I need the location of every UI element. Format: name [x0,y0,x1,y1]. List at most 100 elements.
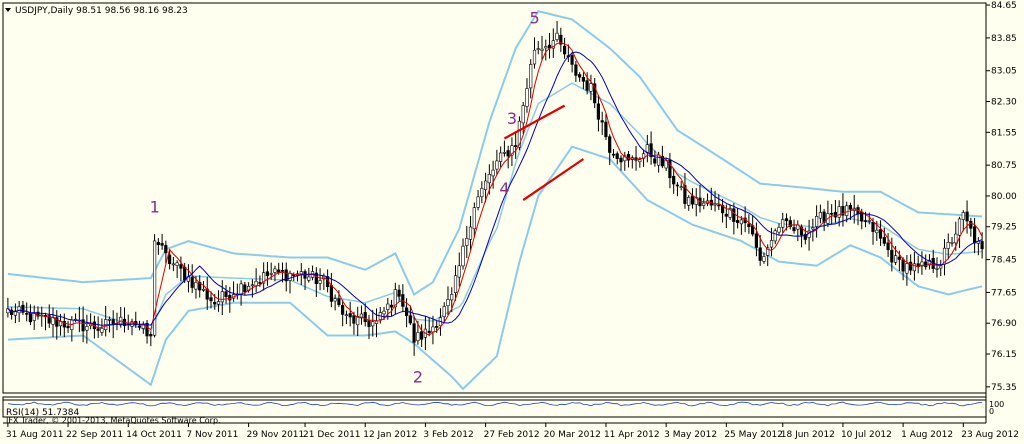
candle [649,131,653,165]
dropdown-triangle-icon[interactable] [5,8,11,12]
time-tick-label: 3 Feb 2012 [423,430,473,440]
price-tick-label: 84.65 [991,1,1017,11]
rsi-level-bottom: 0 [989,407,994,416]
ma-fast-line [7,42,983,336]
candle [604,113,608,141]
candle [732,203,736,235]
time-tick-label: 31 Aug 2011 [6,430,64,440]
candle [457,252,461,287]
candle [273,265,277,282]
candle [762,252,766,264]
candle [333,294,337,311]
time-tick-label: 22 Sep 2011 [66,430,123,440]
candle [600,111,604,135]
trendlines [503,104,585,201]
time-tick-label: 18 Jun 2012 [781,430,835,440]
price-tick-label: 83.85 [991,34,1017,44]
candle [465,225,469,259]
candle [905,255,909,286]
candle [175,260,179,278]
candle [562,37,567,59]
candle [585,72,589,95]
price-tick-label: 80.00 [991,192,1017,202]
candle [589,74,593,101]
candle [386,297,390,320]
wave-label-2: 2 [413,368,423,387]
wave-label-3: 3 [507,109,517,128]
rsi-label: RSI(14) 51.7384 [6,408,79,418]
candle [190,264,194,293]
candle [848,202,852,221]
time-axis: 31 Aug 2011 22 Sep 2011 14 Oct 2011 7 Nov 2… [6,423,1019,440]
price-tick-label: 83.05 [991,67,1017,77]
candle [570,52,574,73]
candle [96,316,100,338]
candle [551,28,555,58]
candle [483,172,488,203]
candle [453,265,458,301]
candle [626,150,631,168]
candle [792,219,796,234]
candle [198,275,202,298]
candle [168,249,172,270]
candle [965,200,969,234]
candle [754,222,758,257]
candle [156,238,160,255]
candle [675,182,679,197]
price-tick-label: 81.55 [991,128,1017,138]
candle [427,318,431,337]
candle [803,227,807,245]
candle [340,299,345,327]
candle [201,281,206,292]
candle [577,72,582,82]
time-tick-label: 12 Jan 2012 [363,430,417,440]
candle [829,204,834,225]
candle [314,267,318,297]
rsi-line [7,401,983,407]
time-tick-label: 25 May 2012 [724,430,783,440]
candle [935,257,939,278]
candle [359,305,364,325]
candle [416,320,420,345]
candle [446,286,450,315]
rsi-series-line [7,401,983,407]
candle [224,285,228,304]
candle [491,160,495,189]
wave-label-1: 1 [150,197,160,216]
candle [536,40,540,55]
candle [728,204,732,220]
candle [145,319,149,344]
candle [149,331,153,347]
price-tick-label: 80.75 [991,161,1017,171]
price-tick-label: 76.90 [991,319,1017,329]
trendline[interactable] [503,104,566,140]
candle [284,262,288,292]
candle [389,299,394,317]
candle [480,181,484,204]
trendline[interactable] [522,158,585,201]
candle [419,324,424,347]
bollinger-upper-band [7,10,983,296]
price-tick-label: 78.45 [991,256,1017,266]
candle [393,282,397,314]
candle [6,297,10,318]
chart-header-title: USDJPY,Daily 98.51 98.56 98.16 98.23 [15,6,188,16]
candle [442,302,446,323]
candle [593,78,597,109]
wave-label-5: 5 [529,9,539,28]
candle [10,307,14,320]
time-tick-label: 21 Dec 2011 [303,430,361,440]
candle [619,155,623,171]
candle [920,251,924,275]
candle [344,310,349,325]
candle [510,137,514,167]
candle [216,290,221,312]
candle [318,268,322,291]
time-tick-label: 14 Oct 2011 [126,430,182,440]
candle [544,39,548,61]
candle [608,134,612,166]
candle [581,72,585,90]
